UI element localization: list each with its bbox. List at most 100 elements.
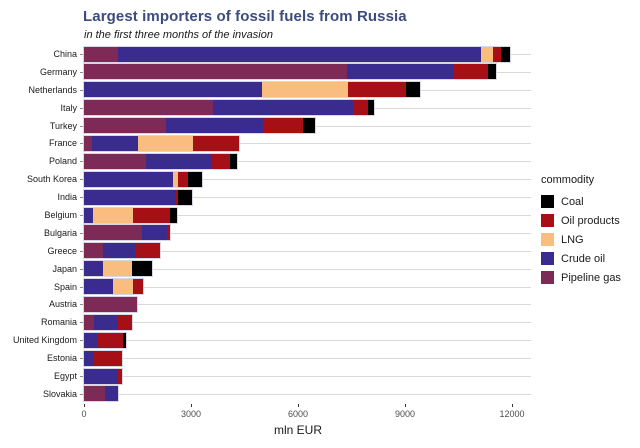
x-axis-tick (298, 404, 299, 407)
gridline (84, 268, 531, 270)
bar-segment (84, 153, 147, 169)
bar-segment (142, 225, 168, 241)
x-tick-label: 6000 (287, 409, 309, 419)
bar-stack (84, 296, 138, 312)
legend-swatch (541, 233, 554, 246)
bar-segment (169, 207, 177, 223)
bar-row: South Korea (0, 170, 640, 188)
y-axis-tick (80, 268, 83, 270)
category-label: Egypt (53, 370, 77, 381)
bar-row: Poland (0, 152, 640, 170)
bar-segment (178, 189, 193, 205)
category-label: Japan (52, 263, 77, 274)
bar-segment (84, 314, 94, 330)
bar-row: Turkey (0, 117, 640, 135)
category-label: Austria (48, 299, 77, 310)
bar-segment (105, 386, 119, 402)
bar-stack (84, 153, 237, 169)
bar-segment (84, 46, 118, 62)
y-axis-tick (80, 393, 83, 395)
category-label: Belgium (44, 209, 77, 220)
bar-segment (84, 100, 214, 116)
x-axis-title: mln EUR (273, 423, 323, 437)
bar-stack (84, 314, 132, 330)
bar-row: Netherlands (0, 81, 640, 99)
bar-stack (84, 46, 510, 62)
bar-segment (146, 153, 213, 169)
bar-segment (501, 46, 510, 62)
gridline (84, 393, 531, 395)
legend-swatch (541, 195, 554, 208)
bar-row: Austria (0, 295, 640, 313)
gridline (84, 286, 531, 288)
y-axis-tick (80, 125, 83, 127)
bar-segment (84, 368, 118, 384)
bar-segment (116, 314, 132, 330)
x-tick-label: 9000 (394, 409, 416, 419)
bar-segment (131, 261, 152, 277)
legend-item-label: LNG (561, 233, 584, 246)
x-axis: mln EUR 0 3000 6000 9000 12000 (0, 403, 640, 448)
bar-segment (138, 135, 193, 151)
category-label: Spain (53, 281, 77, 292)
bar-stack (84, 368, 122, 384)
bar-segment (84, 82, 262, 98)
legend-swatch (541, 252, 554, 265)
legend-title: commodity (541, 174, 595, 186)
legend-swatch (541, 214, 554, 227)
bar-stack (84, 243, 160, 259)
legend-item-coal: Coal (541, 192, 621, 211)
bar-segment (167, 225, 171, 241)
bar-segment (92, 135, 139, 151)
gridline (84, 161, 531, 163)
bar-stack (84, 225, 171, 241)
category-label: China (53, 48, 77, 59)
bar-row: Spain (0, 278, 640, 296)
bar-row: Greece (0, 242, 640, 260)
bar-segment (132, 279, 143, 295)
bar-segment (84, 171, 174, 187)
gridline (84, 232, 531, 234)
bar-stack (84, 279, 143, 295)
bar-segment (178, 171, 189, 187)
y-axis-tick (80, 375, 83, 377)
bar-stack (84, 189, 193, 205)
bar-segment (93, 314, 117, 330)
y-axis-tick (80, 232, 83, 234)
category-label: Slovakia (42, 388, 77, 399)
category-label: Poland (48, 156, 77, 167)
bar-segment (134, 243, 160, 259)
bar-segment (480, 46, 494, 62)
bar-stack (84, 82, 420, 98)
bar-row: India (0, 188, 640, 206)
gridline (84, 358, 531, 360)
bar-segment (213, 100, 354, 116)
y-axis-tick (80, 143, 83, 145)
bar-row: France (0, 134, 640, 152)
bar-segment (188, 171, 203, 187)
gridline (84, 375, 531, 377)
legend: commodity Coal Oil products LNG Crude oil Pi… (541, 174, 621, 287)
bar-segment (166, 118, 264, 134)
gridline (84, 179, 531, 181)
bar-stack (84, 64, 496, 80)
y-axis-tick (80, 107, 83, 109)
y-axis-tick (80, 250, 83, 252)
bar-row: Slovakia (0, 385, 640, 403)
bar-stack (84, 332, 126, 348)
bar-stack (84, 386, 119, 402)
legend-item-lng: LNG (541, 230, 621, 249)
bar-segment (347, 82, 407, 98)
y-axis-tick (80, 179, 83, 181)
x-axis-tick (84, 404, 85, 407)
category-label: Romania (40, 317, 77, 328)
legend-item-label: Coal (561, 195, 584, 208)
x-tick-label: 0 (81, 409, 87, 419)
y-axis-tick (80, 71, 83, 73)
bar-segment (84, 386, 106, 402)
bar-segment (122, 332, 126, 348)
bar-segment (368, 100, 375, 116)
category-label: Turkey (49, 120, 77, 131)
y-axis-tick (80, 322, 83, 324)
legend-item-label: Crude oil (561, 252, 606, 265)
